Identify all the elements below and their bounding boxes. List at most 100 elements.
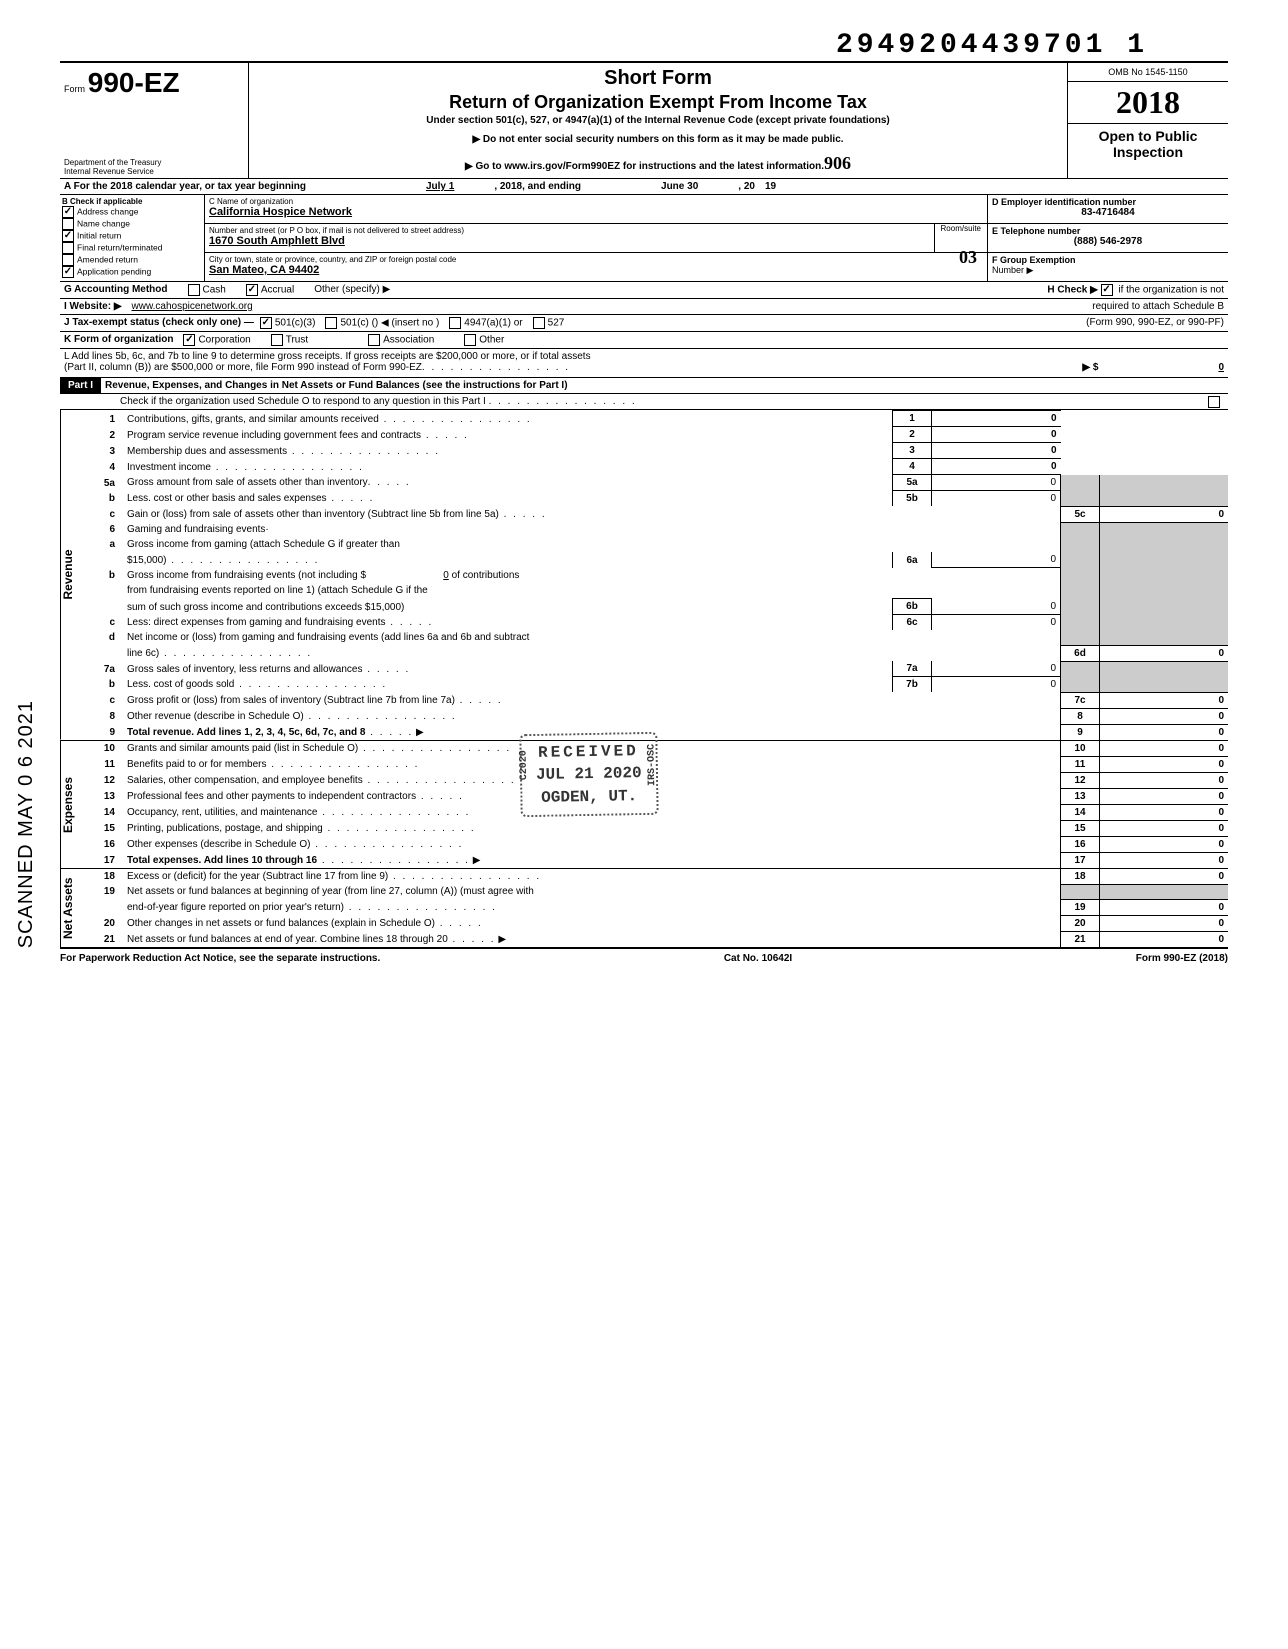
lbl-cash: Cash [203,285,226,296]
line7a-midnum: 7a [893,661,932,677]
line12-endval: 0 [1100,772,1229,788]
line2-endval: 0 [932,427,1061,443]
cb-association[interactable] [368,334,380,346]
part1-title: Revenue, Expenses, and Changes in Net As… [101,378,1228,393]
line10-num: 10 [81,741,123,757]
lbl-527: 527 [548,318,565,329]
line17-desc: Total expenses. Add lines 10 through 16 [127,855,317,866]
line6b-midval: 0 [932,599,1061,615]
stamp-side-left: C2020 [518,749,533,779]
cb-4947[interactable] [449,317,461,329]
cb-name-change[interactable] [62,218,74,230]
lbl-initial-return: Initial return [77,230,121,240]
footer-left: For Paperwork Reduction Act Notice, see … [60,953,380,964]
line19-endnum: 19 [1061,899,1100,915]
line6d-num: d [81,630,123,645]
subtitle: Under section 501(c), 527, or 4947(a)(1)… [257,115,1059,126]
lbl-name-change: Name change [77,218,130,228]
side-expenses: Expenses [60,741,81,868]
line14-num: 14 [81,804,123,820]
line5b-midnum: 5b [893,491,932,507]
line18-desc: Excess or (deficit) for the year (Subtra… [127,871,388,882]
cb-accrual[interactable]: ✓ [246,284,258,296]
line17-arrow: ▶ [473,855,481,866]
h-label: H Check ▶ [1047,285,1097,296]
side-revenue: Revenue [60,410,81,740]
main-title: Return of Organization Exempt From Incom… [257,92,1059,113]
cb-sched-b[interactable]: ✓ [1101,284,1113,296]
net-assets-table: 18Excess or (deficit) for the year (Subt… [81,869,1228,947]
line7c-endnum: 7c [1061,692,1100,708]
cb-527[interactable] [533,317,545,329]
line6b-midnum: 6b [893,599,932,615]
line19-endval: 0 [1100,899,1229,915]
instructions-link: ▶ Go to www.irs.gov/Form990EZ for instru… [465,161,824,172]
omb-number: OMB No 1545-1150 [1068,63,1228,82]
cb-initial-return[interactable]: ✓ [62,230,74,242]
line4-endnum: 4 [893,459,932,475]
line20-desc: Other changes in net assets or fund bala… [127,918,435,929]
cb-schedule-o[interactable] [1208,396,1220,408]
line6c-desc: Less: direct expenses from gaming and fu… [127,617,385,628]
line11-desc: Benefits paid to or for members [127,759,267,770]
form-header: Form 990-EZ Department of the Treasury I… [60,61,1228,179]
form-number: 990-EZ [88,67,180,98]
line8-desc: Other revenue (describe in Schedule O) [127,711,304,722]
line9-arrow: ▶ [416,727,424,738]
website-label: I Website: ▶ [64,301,122,312]
line7c-endval: 0 [1100,692,1229,708]
line17-endval: 0 [1100,852,1229,868]
line14-desc: Occupancy, rent, utilities, and maintena… [127,807,317,818]
short-form-title: Short Form [257,67,1059,90]
line16-endnum: 16 [1061,836,1100,852]
line7b-midnum: 7b [893,677,932,693]
line5a-num: 5a [81,475,123,491]
cb-amended[interactable] [62,254,74,266]
scanned-date-stamp: SCANNED MAY 0 6 2021 [15,700,38,948]
group-exempt-number: Number ▶ [992,265,1224,276]
cb-501c[interactable] [325,317,337,329]
line13-endnum: 13 [1061,788,1100,804]
line6b-desc2: from fundraising events reported on line… [123,583,1061,599]
line7b-num: b [81,677,123,693]
l-line1: L Add lines 5b, 6c, and 7b to line 9 to … [64,351,1224,362]
l-dots [422,362,570,373]
cb-final-return[interactable] [62,242,74,254]
line5c-endnum: 5c [1061,506,1100,522]
line3-endval: 0 [932,443,1061,459]
lbl-trust: Trust [286,335,308,346]
line5b-num: b [81,491,123,507]
line7b-desc: Less. cost of goods sold [127,679,234,690]
line5c-endval: 0 [1100,506,1229,522]
cb-trust[interactable] [271,334,283,346]
cb-corporation[interactable]: ✓ [183,334,195,346]
line16-num: 16 [81,836,123,852]
lbl-amended: Amended return [77,254,138,264]
line19-desc: Net assets or fund balances at beginning… [123,884,1061,899]
line9-num: 9 [81,724,123,740]
cb-501c3[interactable]: ✓ [260,317,272,329]
line15-desc: Printing, publications, postage, and shi… [127,823,323,834]
l-arrow: ▶ $ [1082,362,1098,373]
line15-num: 15 [81,820,123,836]
line13-desc: Professional fees and other payments to … [127,791,416,802]
line10-endnum: 10 [1061,741,1100,757]
line5b-midval: 0 [932,491,1061,507]
line21-num: 21 [81,931,123,947]
line5a-midnum: 5a [893,475,932,491]
org-form-label: K Form of organization [64,334,173,346]
line7a-num: 7a [81,661,123,677]
website-value: www.cahospicenetwork.org [132,301,253,312]
cb-address-change[interactable]: ✓ [62,206,74,218]
line3-desc: Membership dues and assessments [127,446,287,457]
cb-other-org[interactable] [464,334,476,346]
line21-endval: 0 [1100,931,1229,947]
line5b-desc: Less. cost or other basis and sales expe… [127,493,327,504]
revenue-table: 1Contributions, gifts, grants, and simil… [81,410,1228,740]
line7c-desc: Gross profit or (loss) from sales of inv… [127,695,455,706]
ssn-warning: ▶ Do not enter social security numbers o… [257,134,1059,145]
line7a-desc: Gross sales of inventory, less returns a… [127,664,362,675]
footer-form: Form 990-EZ (2018) [1136,953,1228,964]
cb-app-pending[interactable]: ✓ [62,266,74,278]
cb-cash[interactable] [188,284,200,296]
